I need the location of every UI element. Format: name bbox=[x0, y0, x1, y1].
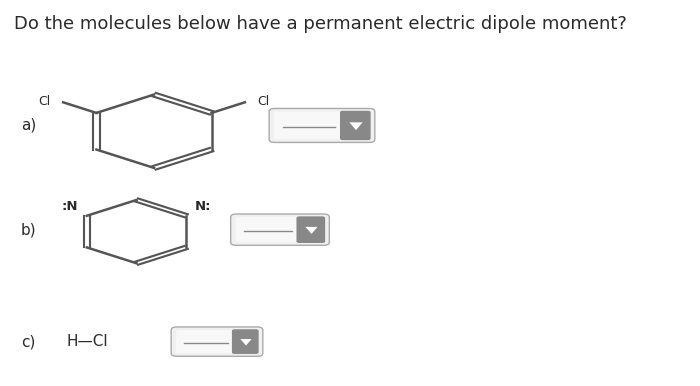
Text: Cl: Cl bbox=[258, 95, 270, 108]
Text: N:: N: bbox=[195, 200, 211, 213]
Polygon shape bbox=[240, 339, 251, 345]
Text: c): c) bbox=[21, 334, 36, 349]
Text: :N: :N bbox=[62, 200, 78, 213]
Polygon shape bbox=[305, 227, 318, 234]
Text: Cl: Cl bbox=[38, 95, 50, 108]
FancyBboxPatch shape bbox=[274, 112, 344, 139]
FancyBboxPatch shape bbox=[231, 214, 330, 245]
FancyBboxPatch shape bbox=[340, 111, 371, 140]
FancyBboxPatch shape bbox=[297, 216, 325, 243]
Polygon shape bbox=[349, 122, 363, 130]
Text: a): a) bbox=[21, 118, 36, 133]
FancyBboxPatch shape bbox=[176, 330, 235, 353]
Text: H—Cl: H—Cl bbox=[66, 334, 108, 349]
FancyBboxPatch shape bbox=[171, 327, 263, 356]
Text: Do the molecules below have a permanent electric dipole moment?: Do the molecules below have a permanent … bbox=[14, 15, 627, 34]
FancyBboxPatch shape bbox=[235, 217, 300, 242]
FancyBboxPatch shape bbox=[270, 108, 375, 142]
Text: b): b) bbox=[21, 222, 36, 237]
FancyBboxPatch shape bbox=[232, 329, 258, 354]
